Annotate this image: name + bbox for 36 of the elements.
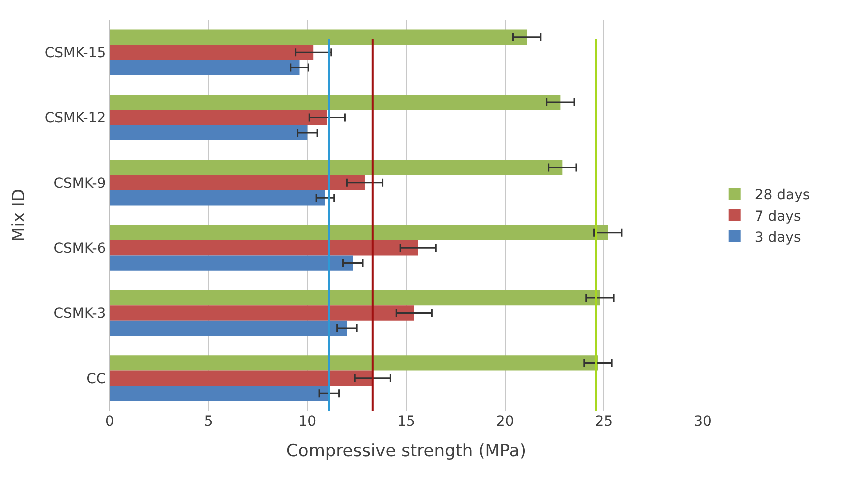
x-tick-label: 30: [694, 414, 712, 430]
x-tick-label: 15: [398, 414, 416, 430]
bar: [110, 320, 348, 336]
x-tick-label: 25: [595, 414, 614, 430]
bar: [110, 240, 418, 256]
x-tick-label: 10: [298, 414, 317, 430]
y-tick-label: CSMK-12: [44, 110, 106, 127]
x-tick-label: 0: [106, 414, 114, 430]
y-axis-title: Mix ID: [9, 189, 30, 242]
bar: [110, 175, 365, 191]
x-tick-label: 20: [496, 414, 514, 430]
y-tick-label: CSMK-6: [54, 240, 106, 257]
legend-label: 28 days: [754, 188, 810, 204]
bar: [110, 225, 608, 240]
bar: [110, 110, 328, 126]
y-tick-label: CSMK-15: [44, 45, 106, 62]
y-tick-label: CSMK-9: [54, 176, 106, 192]
bar: [110, 125, 308, 141]
bar: [110, 256, 354, 271]
bar: [110, 94, 561, 110]
bar: [110, 160, 563, 176]
y-tick-label: CC: [86, 371, 106, 388]
bar: [110, 386, 330, 402]
bar: [110, 290, 600, 306]
bar: [110, 30, 528, 45]
legend-label: 3 days: [754, 230, 802, 246]
bar: [110, 44, 314, 60]
x-axis-title: Compressive strength (MPa): [286, 441, 526, 462]
bar: [110, 356, 598, 371]
legend-label: 7 days: [754, 208, 802, 225]
bar: [110, 60, 300, 76]
bar: [110, 190, 326, 206]
bar: [110, 306, 414, 321]
y-tick-label: CSMK-3: [54, 306, 106, 322]
x-tick-label: 5: [204, 414, 214, 430]
bar: [110, 370, 373, 386]
